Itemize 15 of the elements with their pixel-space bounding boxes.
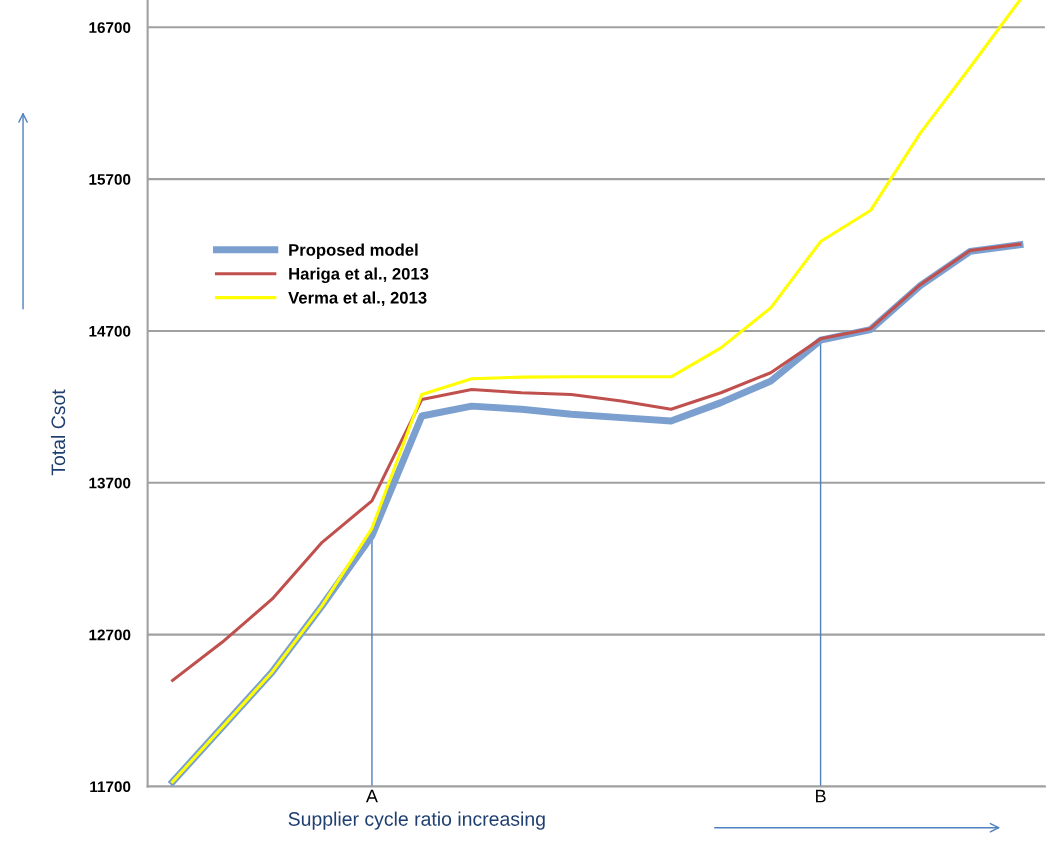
y-tick-label: 12700 [89,629,131,641]
y-axis-title: Total Csot [50,389,66,476]
y-tick-label: 14700 [89,325,131,337]
x-tick-label: A [365,789,378,803]
y-tick-label: 16700 [89,22,131,34]
line-series [171,0,1022,784]
x-axis-title: Supplier cycle ratio increasing [288,811,545,830]
y-tick-label: 13700 [89,477,131,489]
x-tick-label: B [816,789,826,803]
legend-label: Verma et al., 2013 [288,291,427,307]
y-tick-label: 15700 [89,174,131,185]
legend-label: Hariga et al., 2013 [289,267,429,284]
y-tick-label: 11700 [90,781,131,793]
line-series [171,242,1022,682]
legend-label: Proposed model [289,243,418,260]
